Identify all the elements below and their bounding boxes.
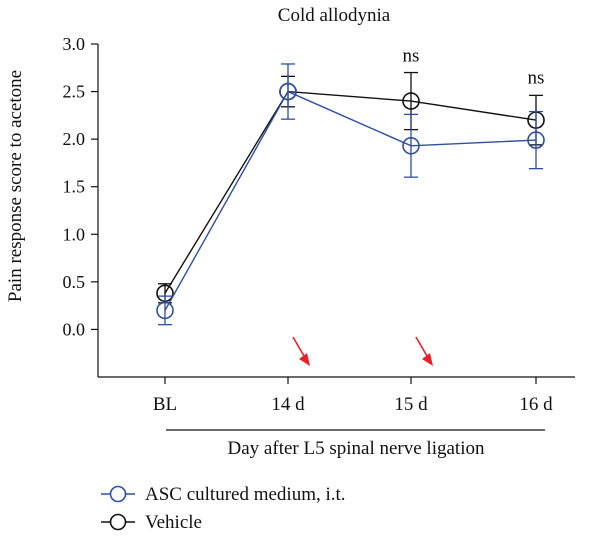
error-bar — [281, 63, 295, 120]
x-tick-label: 16 d — [519, 394, 553, 415]
injection-arrow — [415, 336, 433, 366]
legend-label: ASC cultured medium, i.t. — [145, 484, 346, 505]
series-line — [164, 90, 537, 311]
significance-label: ns — [403, 45, 420, 66]
series-line — [164, 90, 537, 294]
legend-item: ASC cultured medium, i.t. — [101, 484, 346, 505]
x-tick-label: BL — [153, 394, 177, 415]
legend: ASC cultured medium, i.t. Vehicle — [101, 484, 346, 533]
data-point — [402, 92, 420, 110]
significance-label: ns — [528, 67, 545, 88]
series-1 — [156, 63, 545, 326]
data-point — [156, 301, 174, 320]
y-tick-label: 1.0 — [63, 224, 86, 244]
x-tick-label: 14 d — [271, 394, 305, 415]
data-point — [527, 131, 545, 149]
y-tick-label: 0.0 — [63, 319, 86, 339]
y-tick-label: 1.5 — [63, 177, 86, 197]
legend-item: Vehicle — [101, 512, 202, 533]
y-tick-label: 2.0 — [63, 129, 86, 149]
y-tick-label: 0.5 — [63, 272, 86, 292]
x-tick-label: 15 d — [394, 394, 428, 415]
y-tick-label: 3.0 — [63, 34, 86, 54]
error-bar — [529, 110, 543, 170]
legend-label: Vehicle — [145, 512, 202, 533]
injection-arrow — [292, 336, 310, 366]
y-tick-label: 2.5 — [63, 82, 86, 102]
chart-title: Cold allodynia — [278, 5, 391, 26]
error-bar — [404, 113, 418, 178]
series-2 — [156, 71, 545, 304]
data-point — [279, 82, 297, 101]
x-axis-label: Day after L5 spinal nerve ligation — [228, 438, 485, 459]
data-point — [402, 137, 420, 155]
y-axis-label: Pain response score to acetone — [5, 70, 26, 302]
error-bar — [158, 295, 172, 326]
